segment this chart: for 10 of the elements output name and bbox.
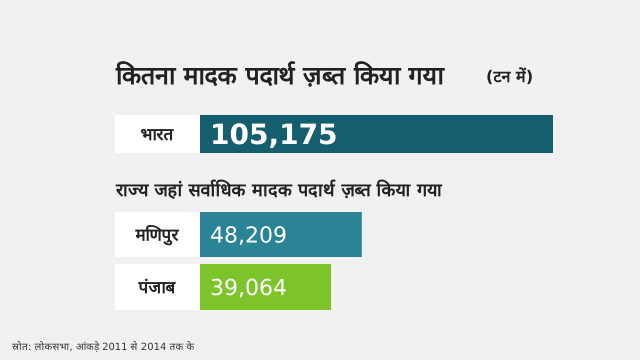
data-label: 105,175 xyxy=(210,118,338,152)
y-tick-label: पंजाब xyxy=(138,278,176,298)
text: राज्य जहां सर्वाधिक मादक पदार्थ ज़ब्त किया गया xyxy=(115,179,443,201)
data-label: 39,064 xyxy=(210,276,287,301)
y-tick-label: भारत xyxy=(140,125,174,145)
annotation: (टन में) xyxy=(486,67,534,86)
text: स्रोत: लोकसभा, आंकड़े 2011 से 2014 तक के xyxy=(12,341,195,353)
y-tick-label: मणिपुर xyxy=(134,224,180,246)
chart-title: कितना मादक पदार्थ ज़ब्त किया गया xyxy=(115,61,446,90)
data-label: 48,209 xyxy=(210,223,287,248)
